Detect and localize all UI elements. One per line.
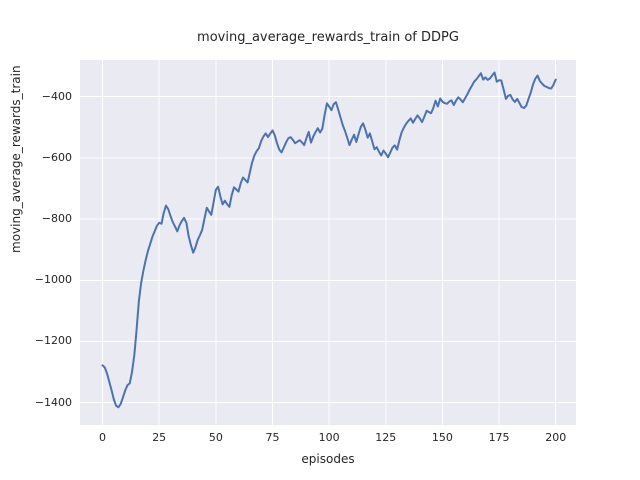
y-tick-label: −400 xyxy=(41,89,72,103)
x-tick-label: 100 xyxy=(318,431,340,444)
x-tick-label: 25 xyxy=(152,431,167,444)
plot-canvas xyxy=(80,60,576,425)
y-tick-label: −600 xyxy=(41,150,72,164)
chart-title: moving_average_rewards_train of DDPG xyxy=(197,30,459,45)
x-tick-label: 75 xyxy=(265,431,280,444)
x-tick-label: 200 xyxy=(545,431,567,444)
y-tick-label: −1000 xyxy=(34,273,72,287)
y-tick-label: −800 xyxy=(41,212,72,226)
y-axis-label: moving_average_rewards_train xyxy=(9,65,23,253)
x-tick-label: 175 xyxy=(488,431,510,444)
x-tick-label: 0 xyxy=(99,431,107,444)
x-tick-label: 125 xyxy=(375,431,397,444)
line-series xyxy=(101,71,557,409)
plot-area xyxy=(80,60,576,425)
x-axis-label: episodes xyxy=(301,452,355,466)
x-tick-label: 50 xyxy=(208,431,223,444)
y-tick-label: −1400 xyxy=(34,395,72,409)
y-tick-label: −1200 xyxy=(34,334,72,348)
x-tick-label: 150 xyxy=(431,431,453,444)
